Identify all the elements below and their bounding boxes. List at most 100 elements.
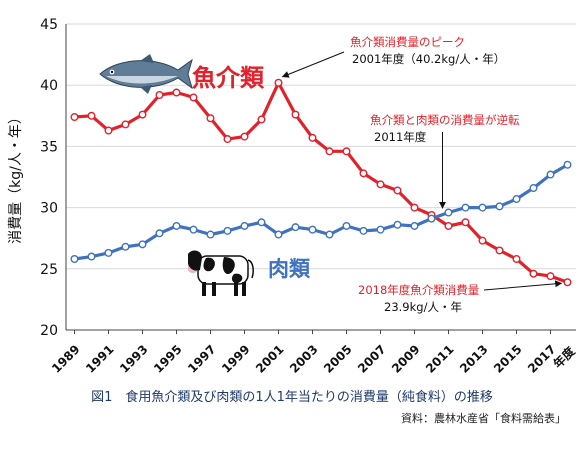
series-label-fish: 魚介類	[192, 64, 265, 92]
data-point-fish	[104, 126, 113, 135]
data-point-fish	[376, 180, 385, 189]
x-unit-label: 年度	[550, 343, 578, 371]
annotation-title: 2018年度魚介類消費量	[358, 283, 479, 297]
data-point-fish	[529, 269, 538, 278]
data-point-meat	[342, 221, 351, 230]
data-point-meat	[274, 230, 283, 239]
data-point-fish	[206, 114, 215, 123]
data-point-fish	[342, 147, 351, 156]
x-tick-label: 2013	[457, 342, 491, 376]
y-tick-label: 30	[40, 201, 58, 217]
data-point-fish	[410, 203, 419, 212]
annotation-detail: 2011年度	[374, 130, 427, 144]
y-tick-label: 45	[40, 17, 58, 33]
data-point-fish	[121, 120, 130, 129]
x-tick-label: 2015	[491, 342, 525, 376]
y-tick-label: 40	[40, 78, 58, 94]
data-point-fish	[138, 110, 147, 119]
data-point-meat	[444, 208, 453, 217]
data-point-fish	[87, 111, 96, 120]
data-point-fish	[155, 90, 164, 99]
data-point-meat	[427, 214, 436, 223]
data-point-meat	[87, 252, 96, 261]
data-point-meat	[172, 221, 181, 230]
data-point-fish	[257, 115, 266, 124]
series	[70, 78, 572, 287]
annotation-arrow	[483, 280, 563, 291]
data-point-meat	[495, 202, 504, 211]
annotation-arrow	[281, 51, 345, 78]
data-point-fish	[274, 78, 283, 87]
data-point-fish	[189, 93, 198, 102]
figure-caption: 図1 食用魚介類及び肉類の1人1年当たりの消費量（純食料）の推移	[91, 390, 493, 405]
x-tick-label: 1995	[151, 342, 185, 376]
y-tick-label: 35	[40, 139, 58, 155]
data-point-meat	[563, 160, 572, 169]
x-tick-label: 2005	[321, 342, 355, 376]
x-tick-label: 2011	[423, 342, 457, 376]
data-point-meat	[291, 223, 300, 232]
data-point-fish	[393, 186, 402, 195]
x-tick-label: 1999	[219, 342, 253, 376]
data-point-fish	[444, 221, 453, 230]
y-tick-label: 25	[40, 262, 58, 278]
data-point-meat	[325, 230, 334, 239]
data-point-fish	[172, 88, 181, 97]
data-point-meat	[189, 225, 198, 234]
data-point-meat	[155, 229, 164, 238]
data-point-meat	[257, 218, 266, 227]
annotation-detail: 23.9kg/人・年	[384, 300, 462, 314]
data-point-fish	[240, 132, 249, 141]
cow-icon	[188, 250, 254, 296]
x-tick-label: 2001	[253, 342, 287, 376]
data-point-meat	[461, 203, 470, 212]
y-axis-label: 消費量（kg/人・年）	[8, 110, 24, 244]
icons	[99, 54, 254, 296]
data-point-fish	[546, 272, 555, 281]
data-point-meat	[308, 225, 317, 234]
data-point-fish	[563, 278, 572, 287]
data-point-fish	[461, 218, 470, 227]
x-tick-label: 2003	[287, 342, 321, 376]
series-line-meat	[74, 163, 569, 261]
x-tick-label: 2009	[389, 342, 423, 376]
data-point-meat	[529, 184, 538, 193]
annotation-title: 魚介類消費量のピーク	[350, 35, 465, 49]
data-point-fish	[223, 135, 232, 144]
data-point-meat	[223, 226, 232, 235]
data-point-fish	[478, 236, 487, 245]
y-tick-label: 20	[40, 323, 58, 339]
data-point-fish	[291, 110, 300, 119]
data-point-fish	[70, 113, 79, 122]
data-point-meat	[478, 203, 487, 212]
data-point-fish	[359, 169, 368, 178]
data-point-fish	[495, 246, 504, 255]
source-note: 資料：農林水産省「食料需給表」	[401, 412, 566, 425]
data-point-meat	[70, 255, 79, 264]
series-label-meat: 肉類	[268, 257, 311, 281]
data-point-meat	[121, 242, 130, 251]
x-tick-label: 1997	[185, 342, 219, 376]
data-point-meat	[546, 170, 555, 179]
x-tick-label: 1991	[83, 342, 117, 376]
data-point-meat	[376, 225, 385, 234]
data-point-meat	[206, 230, 215, 239]
x-tick-label: 2007	[355, 342, 389, 376]
data-point-meat	[138, 240, 147, 249]
data-point-meat	[104, 248, 113, 257]
data-point-meat	[240, 221, 249, 230]
data-point-meat	[393, 220, 402, 229]
annotation-title: 魚介類と肉類の消費量が逆転	[370, 113, 520, 127]
data-point-meat	[359, 226, 368, 235]
data-point-fish	[325, 147, 334, 156]
data-point-meat	[410, 221, 419, 230]
x-tick-label: 1993	[117, 342, 151, 376]
data-point-fish	[512, 255, 521, 264]
tuna-fish-icon	[99, 54, 193, 94]
annotation-detail: 2001年度（40.2kg/人・年）	[352, 52, 505, 66]
x-tick-label: 1989	[49, 342, 83, 376]
data-point-meat	[512, 195, 521, 204]
